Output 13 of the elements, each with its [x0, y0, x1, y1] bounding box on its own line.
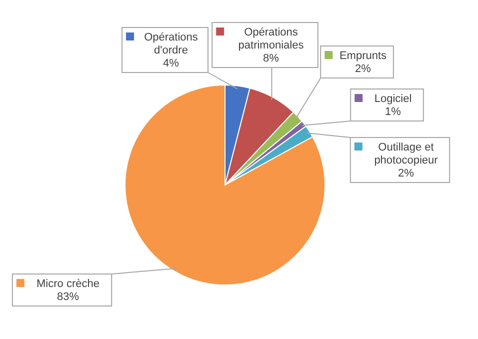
- legend-label: Logiciel: [374, 93, 412, 105]
- legend-label: Outillage et photocopieur: [374, 142, 438, 166]
- data-label: 2%: [355, 63, 372, 75]
- data-label: 83%: [56, 291, 80, 303]
- data-label: 4%: [163, 58, 180, 70]
- legend-label: Opérations d'ordre: [144, 32, 198, 56]
- legend-label: Micro crèche: [36, 278, 100, 290]
- data-label: 1%: [385, 106, 402, 118]
- legend-label: Opérations patrimoniales: [238, 26, 304, 52]
- data-label: 2%: [398, 168, 414, 180]
- pie-slice: [124, 84, 326, 286]
- legend-label: Emprunts: [339, 50, 388, 62]
- data-label: 8%: [263, 52, 280, 64]
